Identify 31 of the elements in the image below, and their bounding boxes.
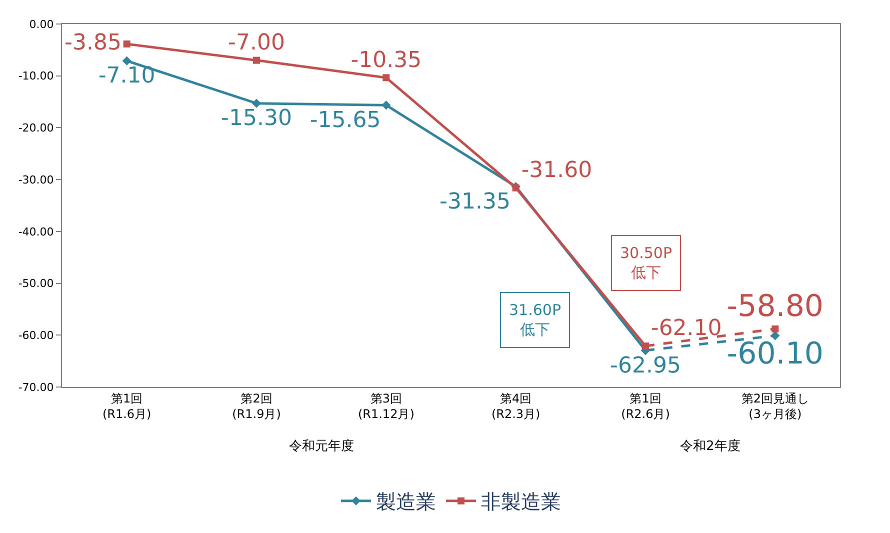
x-tick-label: 第2回見通し (3ヶ月後) (741, 391, 809, 421)
y-tick-label: 0.00 (29, 18, 54, 31)
annotation: 30.50P 低下 (620, 244, 672, 282)
data-label: -58.80 (726, 289, 824, 324)
x-tick-label: 第1回 (R2.6月) (621, 391, 670, 421)
x-tick-label: 第3回 (R1.12月) (358, 391, 414, 421)
y-tick-label: -50.00 (18, 277, 54, 290)
data-label: -31.60 (521, 158, 592, 183)
data-label: -10.35 (350, 48, 422, 73)
data-label: -60.10 (726, 336, 824, 372)
data-label: -62.10 (650, 316, 722, 342)
legend-label: 非製造業 (481, 490, 561, 514)
y-tick-label: -60.00 (18, 328, 54, 342)
legend-label: 製造業 (376, 490, 436, 514)
y-tick-label: -30.00 (18, 173, 54, 186)
data-label: -7.00 (228, 30, 285, 56)
annotation: 31.60P 低下 (509, 301, 561, 338)
text: 令和2年度 (680, 438, 740, 454)
x-tick-label: 第2回 (R1.9月) (232, 391, 281, 421)
data-label: -62.95 (610, 353, 681, 378)
x-tick-label: 第4回 (R2.3月) (491, 391, 540, 421)
text: 令和元年度 (289, 438, 354, 454)
x-tick-label: 第1回 (R1.6月) (102, 391, 152, 421)
y-tick-label: -10.00 (18, 70, 54, 83)
y-tick-label: -70.00 (18, 380, 54, 394)
y-tick-label: -40.00 (18, 225, 54, 238)
data-label: -15.65 (310, 108, 381, 134)
data-label: -15.30 (221, 106, 292, 132)
y-tick-label: -20.00 (18, 122, 54, 135)
data-label: -31.35 (440, 189, 510, 214)
data-label: -3.85 (64, 30, 122, 56)
